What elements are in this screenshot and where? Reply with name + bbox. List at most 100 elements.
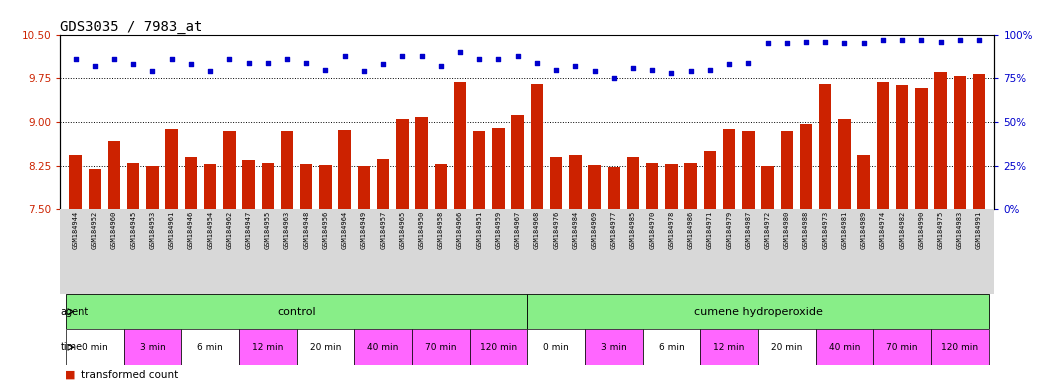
Bar: [435, 164, 447, 209]
Point: [682, 68, 699, 74]
Bar: [473, 131, 486, 209]
Text: GSM184946: GSM184946: [188, 211, 194, 249]
Bar: [819, 84, 831, 209]
Point: [336, 53, 353, 59]
Point: [625, 65, 641, 71]
Bar: [66, 294, 527, 329]
Text: GSM184972: GSM184972: [765, 211, 770, 249]
Bar: [758, 329, 816, 365]
Text: GSM184951: GSM184951: [476, 211, 483, 249]
Text: agent: agent: [60, 306, 89, 317]
Bar: [684, 163, 696, 209]
Bar: [354, 329, 412, 365]
Bar: [397, 119, 409, 209]
Bar: [704, 151, 716, 209]
Point: [605, 75, 622, 81]
Text: 6 min: 6 min: [197, 343, 223, 352]
Point: [279, 56, 296, 62]
Text: GSM184985: GSM184985: [630, 211, 636, 249]
Point: [413, 53, 430, 59]
Text: GSM184991: GSM184991: [976, 211, 982, 249]
Text: GSM184968: GSM184968: [534, 211, 540, 249]
Bar: [300, 164, 312, 209]
Point: [86, 63, 103, 69]
Point: [471, 56, 488, 62]
Bar: [223, 131, 236, 209]
Text: GSM184987: GSM184987: [745, 211, 752, 249]
Point: [394, 53, 411, 59]
Point: [644, 66, 660, 73]
Bar: [415, 117, 428, 209]
Bar: [108, 141, 120, 209]
Point: [837, 40, 853, 46]
Text: GSM184980: GSM184980: [784, 211, 790, 249]
Bar: [527, 294, 988, 329]
Text: GSM184977: GSM184977: [610, 211, 617, 249]
Point: [106, 56, 122, 62]
Bar: [127, 163, 139, 209]
Bar: [377, 159, 389, 209]
Text: GSM184986: GSM184986: [688, 211, 693, 249]
Point: [567, 63, 583, 69]
Bar: [916, 88, 928, 209]
Text: 70 min: 70 min: [425, 343, 457, 352]
Point: [663, 70, 680, 76]
Text: GSM184981: GSM184981: [842, 211, 847, 249]
Point: [433, 63, 449, 69]
Point: [913, 37, 930, 43]
Bar: [646, 163, 658, 209]
Bar: [242, 161, 255, 209]
Text: GSM184956: GSM184956: [323, 211, 328, 249]
Text: GSM184978: GSM184978: [668, 211, 675, 249]
Point: [125, 61, 141, 67]
Text: 20 min: 20 min: [771, 343, 802, 352]
Text: GSM184974: GSM184974: [880, 211, 885, 249]
Bar: [722, 129, 735, 209]
Bar: [585, 329, 643, 365]
Text: GSM184960: GSM184960: [111, 211, 117, 249]
Bar: [839, 119, 851, 209]
Text: GSM184947: GSM184947: [246, 211, 251, 249]
Bar: [877, 82, 890, 209]
Text: GSM184966: GSM184966: [457, 211, 463, 249]
Bar: [931, 329, 988, 365]
Text: 0 min: 0 min: [82, 343, 108, 352]
Point: [720, 61, 737, 67]
Text: GSM184983: GSM184983: [957, 211, 963, 249]
Bar: [742, 131, 755, 209]
Bar: [469, 329, 527, 365]
Bar: [182, 329, 239, 365]
Text: 0 min: 0 min: [543, 343, 569, 352]
Bar: [320, 165, 332, 209]
Bar: [954, 76, 966, 209]
Bar: [454, 82, 466, 209]
Text: GSM184967: GSM184967: [515, 211, 521, 249]
Text: ■: ■: [64, 370, 76, 380]
Bar: [70, 155, 82, 209]
Point: [298, 60, 315, 66]
Point: [67, 56, 84, 62]
Text: cumene hydroperoxide: cumene hydroperoxide: [693, 306, 822, 317]
Bar: [896, 84, 908, 209]
Point: [260, 60, 276, 66]
Bar: [665, 164, 678, 209]
Text: GSM184990: GSM184990: [919, 211, 925, 249]
Text: 120 min: 120 min: [480, 343, 517, 352]
Point: [855, 40, 872, 46]
Point: [798, 38, 815, 45]
Point: [759, 40, 775, 46]
Point: [240, 60, 256, 66]
Text: GSM184961: GSM184961: [169, 211, 174, 249]
Text: GSM184979: GSM184979: [727, 211, 732, 249]
Bar: [281, 131, 294, 209]
Bar: [165, 129, 177, 209]
Point: [510, 53, 526, 59]
Point: [163, 56, 180, 62]
Text: 70 min: 70 min: [886, 343, 918, 352]
Bar: [816, 329, 873, 365]
Point: [356, 68, 373, 74]
Bar: [146, 166, 159, 209]
Point: [740, 60, 757, 66]
Bar: [262, 163, 274, 209]
Point: [875, 37, 892, 43]
